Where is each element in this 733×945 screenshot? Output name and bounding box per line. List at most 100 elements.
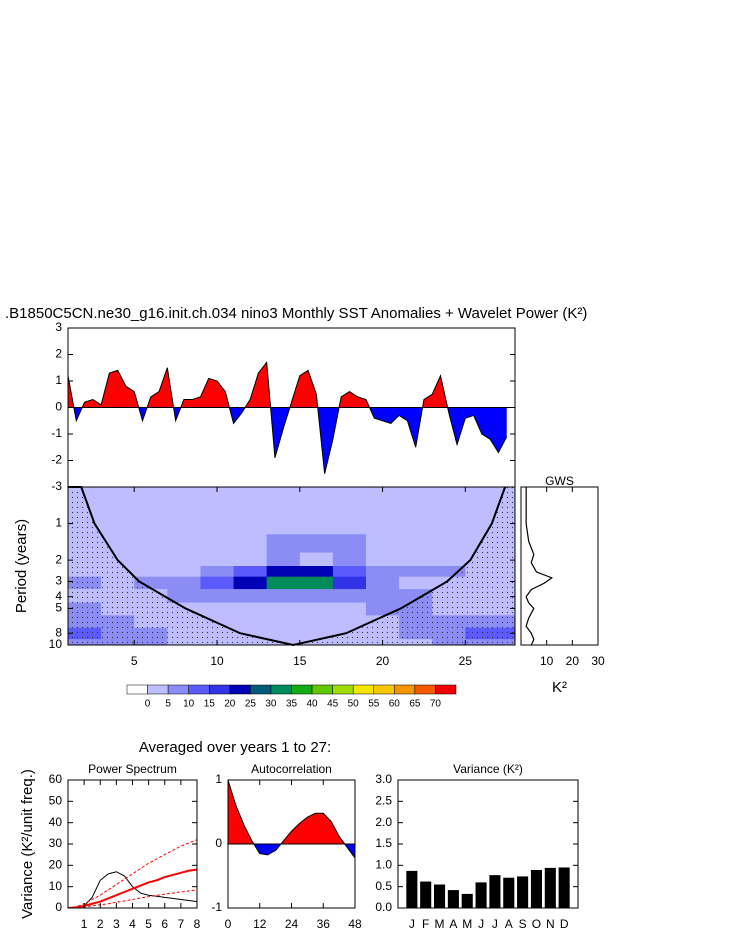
- legend-swatch: [167, 684, 189, 695]
- y-axis-label: Variance (K²/unit freq.): [19, 769, 36, 919]
- negative-fill: [228, 844, 355, 859]
- y-tick-label: 3: [55, 320, 62, 334]
- chart-title: .B1850C5CN.ne30_g16.init.ch.034 nino3 Mo…: [5, 305, 587, 322]
- legend-label: 55: [368, 699, 380, 710]
- x-tick-label: 5: [145, 917, 152, 931]
- power-cell: [200, 576, 235, 590]
- legend-swatch: [435, 684, 457, 695]
- power-cell: [366, 576, 400, 590]
- y-tick-label: 10: [49, 879, 63, 893]
- y-tick-label: 1: [215, 772, 222, 786]
- power-cell: [167, 505, 201, 535]
- legend-label: 30: [265, 699, 277, 710]
- x-tick-label: A: [505, 917, 513, 931]
- power-cell: [332, 576, 367, 590]
- legend-label: 35: [286, 699, 298, 710]
- y-tick-label: 1: [55, 516, 62, 530]
- x-tick-label: 5: [131, 654, 138, 668]
- legend-label: 50: [348, 699, 360, 710]
- y-tick-label: 0: [55, 400, 62, 414]
- bar: [489, 875, 501, 908]
- x-tick-label: 36: [317, 917, 331, 931]
- legend-swatch: [250, 684, 272, 695]
- legend-label: 20: [224, 699, 236, 710]
- cone-of-influence: [68, 486, 507, 647]
- power-cell: [200, 602, 235, 616]
- power-cell: [366, 487, 400, 506]
- power-cell: [299, 487, 334, 506]
- power-cell: [332, 566, 367, 578]
- series-line: [68, 839, 197, 908]
- legend-label: 70: [430, 699, 442, 710]
- power-cell: [167, 534, 201, 554]
- y-tick-label: 20: [49, 858, 63, 872]
- power-cell: [299, 552, 334, 567]
- power-cell: [266, 534, 301, 554]
- x-tick-label: D: [560, 917, 569, 931]
- x-tick-label: 2: [97, 917, 104, 931]
- y-tick-label: 3: [55, 574, 62, 588]
- legend-swatch: [229, 684, 251, 695]
- power-cell: [233, 615, 268, 629]
- power-cell: [266, 566, 301, 578]
- bar: [503, 877, 515, 908]
- x-tick-label: J: [409, 917, 415, 931]
- y-tick-label: 0: [215, 836, 222, 850]
- y-tick-label: 2.5: [375, 794, 392, 808]
- power-cell: [167, 576, 201, 590]
- x-tick-label: 20: [566, 654, 580, 668]
- power-cell: [200, 505, 235, 535]
- power-cell: [432, 487, 466, 506]
- y-tick-label: 1.0: [375, 858, 392, 872]
- power-cell: [299, 615, 334, 629]
- power-cell: [233, 552, 268, 567]
- power-cell: [432, 552, 466, 567]
- legend-swatch: [311, 684, 333, 695]
- x-tick-label: 12: [253, 917, 267, 931]
- power-cell: [332, 615, 367, 629]
- power-cell: [266, 576, 301, 590]
- x-tick-label: 10: [540, 654, 554, 668]
- y-tick-label: 2: [55, 347, 62, 361]
- series-line: [68, 871, 197, 908]
- bar: [475, 882, 487, 908]
- power-cell: [366, 534, 400, 554]
- power-cell: [200, 589, 235, 604]
- positive-fill: [68, 362, 507, 408]
- power-cell: [332, 534, 367, 554]
- x-tick-label: 15: [293, 654, 307, 668]
- power-cell: [134, 552, 168, 567]
- power-cell: [233, 534, 268, 554]
- power-cell: [101, 505, 135, 535]
- power-cell: [299, 627, 334, 640]
- y-tick-label: 1: [55, 373, 62, 387]
- y-tick-label: 0.0: [375, 900, 392, 914]
- legend-swatch: [209, 684, 231, 695]
- bar: [447, 890, 459, 908]
- power-cell: [299, 602, 334, 616]
- series-group: [68, 839, 197, 908]
- power-cell: [266, 487, 301, 506]
- power-cell: [299, 589, 334, 604]
- y-tick-label: -1: [211, 900, 222, 914]
- x-axis-label: K²: [552, 679, 567, 696]
- panel-title: GWS: [545, 474, 574, 488]
- power-cell: [200, 534, 235, 554]
- y-tick-label: 0.5: [375, 879, 392, 893]
- power-cell: [432, 566, 466, 578]
- power-cell: [399, 534, 433, 554]
- x-tick-label: 3: [113, 917, 120, 931]
- power-cell: [399, 552, 433, 567]
- legend-swatch: [126, 684, 148, 695]
- panel-title: Autocorrelation: [251, 762, 332, 776]
- y-axis-label: Period (years): [13, 519, 30, 613]
- y-tick-label: -2: [51, 453, 62, 467]
- legend-label: 45: [327, 699, 339, 710]
- legend-label: 5: [165, 699, 171, 710]
- power-cell: [266, 505, 301, 535]
- legend-label: 60: [389, 699, 401, 710]
- power-cell: [432, 505, 466, 535]
- series-line: [68, 889, 197, 908]
- power-cell: [101, 487, 135, 506]
- power-cell: [200, 487, 235, 506]
